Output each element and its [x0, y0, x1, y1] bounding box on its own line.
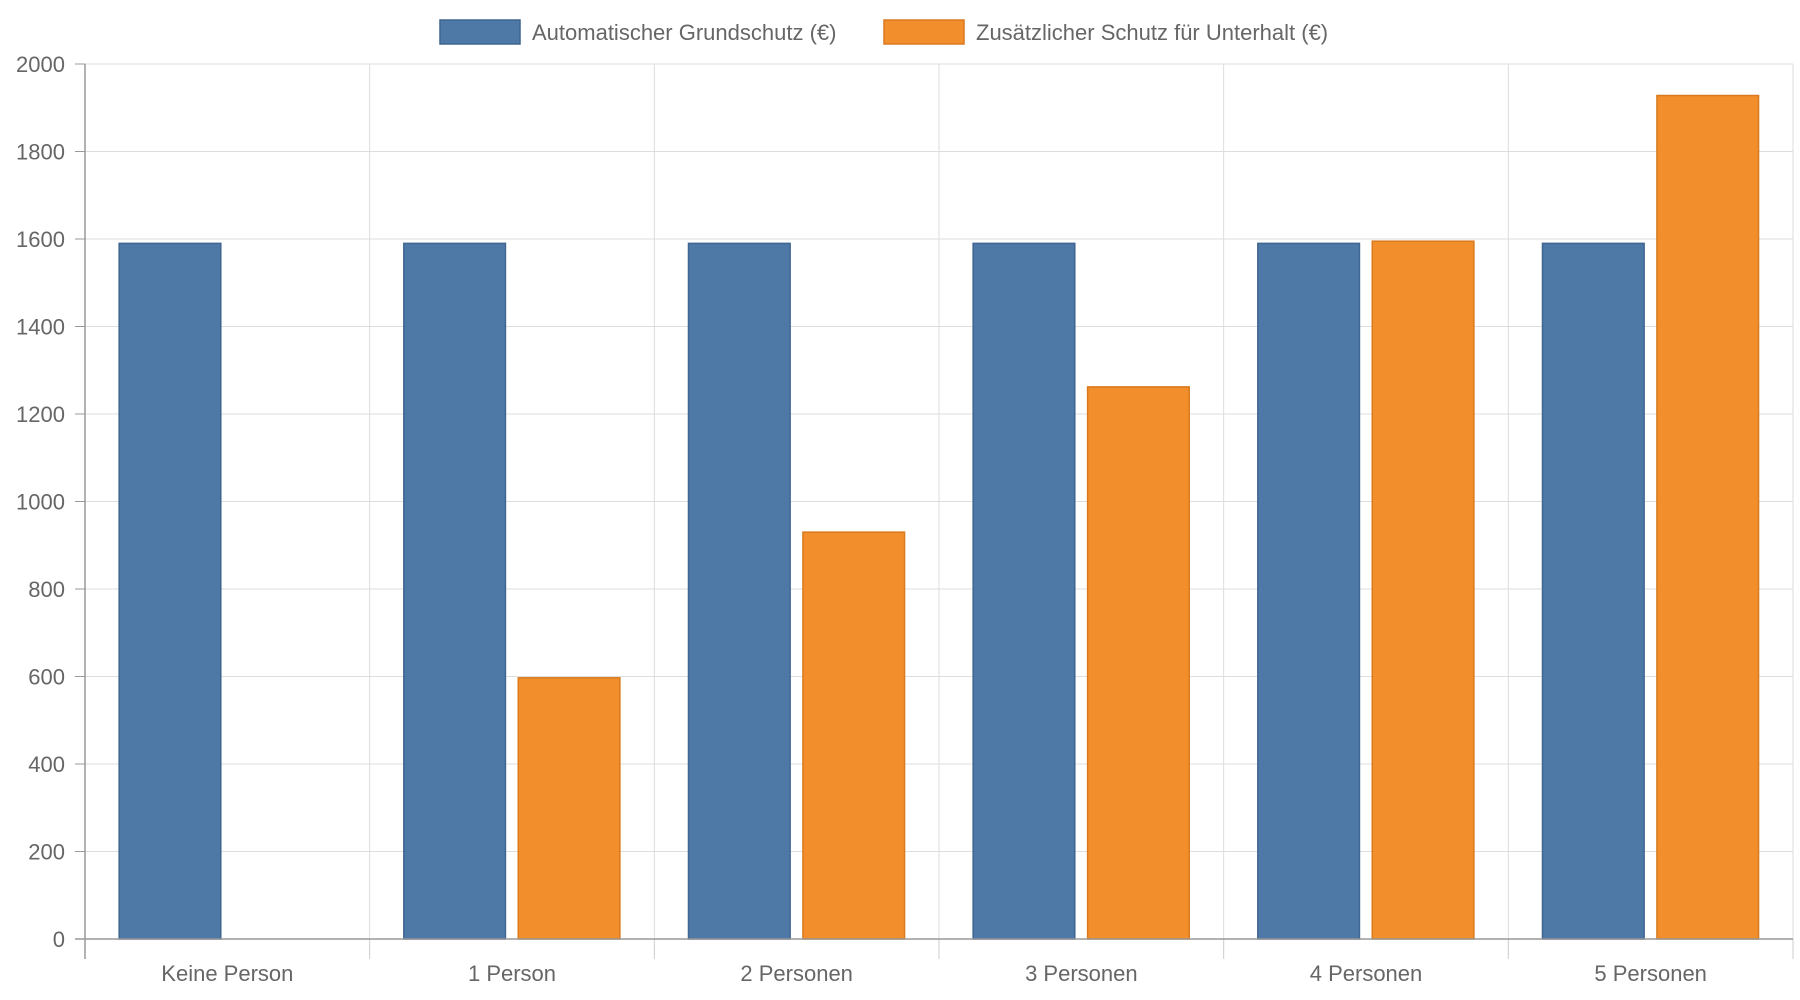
y-tick-label: 400 [28, 752, 65, 777]
x-tick-label: 3 Personen [1025, 961, 1138, 986]
x-tick-label: 5 Personen [1594, 961, 1707, 986]
x-tick-labels: Keine Person 1 Person 2 Personen 3 Personen… [161, 961, 1707, 986]
bar-series-0-5-personen [1541, 242, 1645, 940]
bar-series-0-1-person [403, 242, 507, 940]
legend: Automatischer Grundschutz (€) Zusätzliche… [439, 19, 1328, 45]
legend-label-1: Zusätzlicher Schutz für Unterhalt (€) [976, 20, 1328, 45]
y-tick-label: 200 [28, 840, 65, 865]
y-tick-label: 1400 [16, 315, 65, 340]
y-tick-label: 1000 [16, 490, 65, 515]
bar-series-0-3-personen [972, 242, 1076, 940]
y-tick-label: 800 [28, 577, 65, 602]
bar-series-0-2-personen [687, 242, 791, 940]
axes [75, 63, 1794, 959]
legend-swatch-0 [439, 19, 521, 45]
y-tick-label: 0 [53, 927, 65, 952]
y-tick-label: 600 [28, 665, 65, 690]
x-tick-label: 4 Personen [1310, 961, 1423, 986]
grid [84, 63, 1794, 940]
y-tick-labels: 0 200 400 600 800 1000 1200 1400 1600 1800 2000 [16, 52, 65, 952]
bar-series-1-3-personen [1086, 386, 1190, 940]
x-tick-label: Keine Person [161, 961, 293, 986]
y-tick-label: 2000 [16, 52, 65, 77]
y-tick-label: 1600 [16, 227, 65, 252]
bar-series-1-5-personen [1656, 94, 1760, 940]
x-tick-label: 2 Personen [740, 961, 853, 986]
bar-series-1-4-personen [1371, 240, 1475, 940]
bar-series-1-2-personen [802, 531, 906, 940]
bars [118, 94, 1760, 940]
y-tick-label: 1800 [16, 140, 65, 165]
legend-swatch-1 [883, 19, 965, 45]
y-tick-label: 1200 [16, 402, 65, 427]
bar-series-0-keine-person [118, 242, 222, 940]
x-tick-label: 1 Person [468, 961, 556, 986]
legend-label-0: Automatischer Grundschutz (€) [532, 20, 836, 45]
bar-series-1-1-person [517, 677, 621, 940]
bar-series-0-4-personen [1257, 242, 1361, 940]
